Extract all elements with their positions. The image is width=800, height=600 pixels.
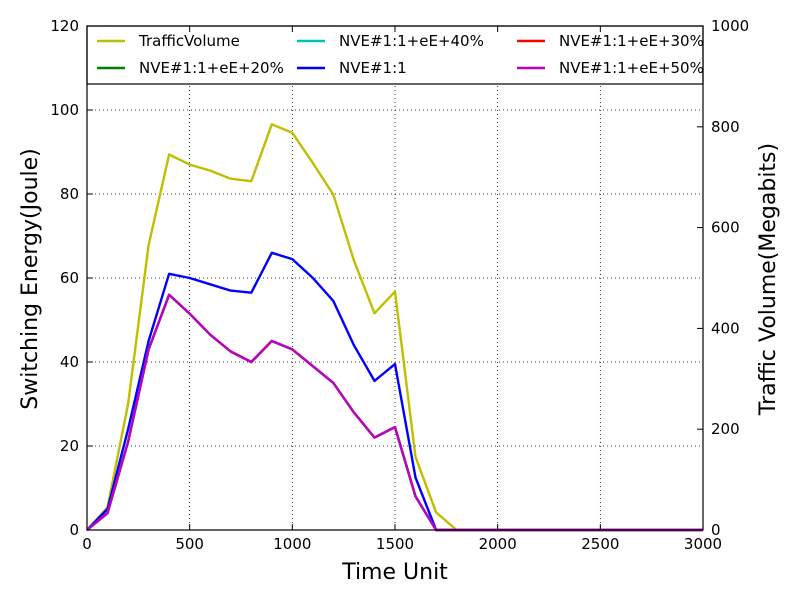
- y-tick-label: 80: [60, 185, 79, 203]
- grid: [87, 26, 703, 530]
- y-tick-label: 60: [60, 269, 79, 287]
- y2-ticks: 0 200 400 600 800 1000: [697, 17, 749, 539]
- y2-axis-label: Traffic Volume(Megabits): [756, 143, 781, 416]
- x-tick-label: 0: [82, 535, 92, 553]
- y-axis-label: Switching Energy(Joule): [18, 148, 43, 409]
- legend-label-nve-1-1-ee-20: NVE#1:1+eE+20%: [139, 59, 284, 77]
- x-tick-label: 2000: [479, 535, 517, 553]
- x-tick-label: 3000: [684, 535, 722, 553]
- y-tick-label: 0: [69, 521, 79, 539]
- legend: TrafficVolume NVE#1:1+eE+20% NVE#1:1+eE+40…: [86, 25, 704, 85]
- x-axis-label: Time Unit: [341, 560, 448, 585]
- y-tick-label: 120: [50, 17, 79, 35]
- y-tick-label: 100: [50, 101, 79, 119]
- legend-label-nve-1-1-ee-40: NVE#1:1+eE+40%: [339, 32, 484, 50]
- y2-tick-label: 800: [711, 118, 740, 136]
- y-ticks: 0 20 40 60 80 100 120: [50, 17, 93, 539]
- legend-label-nve-1-1: NVE#1:1: [339, 59, 407, 77]
- x-tick-label: 1500: [376, 535, 414, 553]
- y2-tick-label: 400: [711, 319, 740, 337]
- y-tick-label: 20: [60, 437, 79, 455]
- legend-label-nve-1-1-ee-50: NVE#1:1+eE+50%: [559, 59, 704, 77]
- x-ticks: 0 500 1000 1500 2000 2500 3000: [82, 26, 722, 553]
- y2-tick-label: 0: [711, 521, 721, 539]
- y2-tick-label: 600: [711, 219, 740, 237]
- y2-tick-label: 200: [711, 420, 740, 438]
- x-tick-label: 1000: [273, 535, 311, 553]
- y2-tick-label: 1000: [711, 17, 749, 35]
- x-tick-label: 500: [175, 535, 204, 553]
- x-tick-label: 2500: [581, 535, 619, 553]
- legend-label-nve-1-1-ee-30: NVE#1:1+eE+30%: [559, 32, 704, 50]
- legend-box: [86, 25, 704, 85]
- y-tick-label: 40: [60, 353, 79, 371]
- legend-label-trafficvolume: TrafficVolume: [138, 32, 240, 50]
